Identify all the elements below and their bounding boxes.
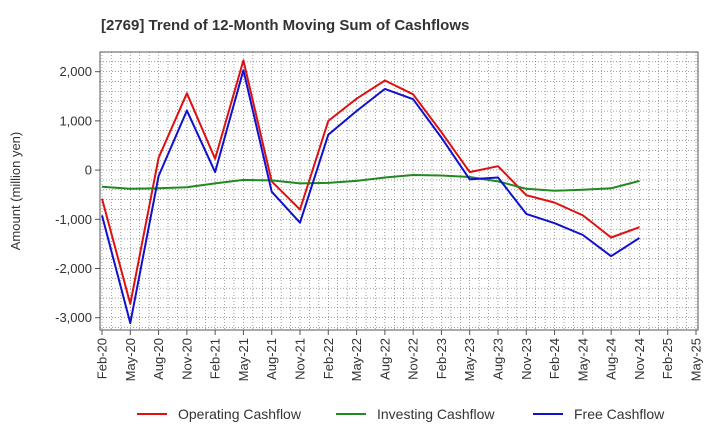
x-tick-label: May-24 [575,338,590,381]
x-tick-label: Feb-24 [547,338,562,379]
series-line-free-cashflow [101,69,640,325]
x-tick-label: Nov-22 [406,338,421,380]
legend-label: Free Cashflow [574,406,665,422]
y-axis-ticks: 2,000 1,000 0 -1,000 -2,000 -3,000 [55,64,100,325]
x-tick-label: Aug-23 [491,338,506,380]
x-tick-label: Feb-23 [434,338,449,379]
legend: Operating Cashflow Investing Cashflow Free… [137,406,665,422]
x-tick-label: Aug-21 [264,338,279,380]
x-tick-label: Aug-20 [151,338,166,380]
x-tick-label: Nov-20 [179,338,194,380]
y-tick-label: -2,000 [55,261,92,276]
legend-label: Investing Cashflow [377,406,495,422]
y-tick-label: -1,000 [55,212,92,227]
x-tick-label: Aug-24 [604,338,619,380]
x-tick-label: Nov-23 [519,338,534,380]
x-tick-label: Nov-21 [293,338,308,380]
y-tick-label: 1,000 [59,113,92,128]
plot-area [99,51,699,331]
legend-label: Operating Cashflow [178,406,302,422]
x-tick-label: Feb-22 [321,338,336,379]
x-tick-label: May-20 [123,338,138,381]
x-tick-label: May-25 [689,338,704,381]
series-lines [101,59,640,325]
x-tick-label: Nov-24 [632,338,647,380]
x-tick-label: May-23 [462,338,477,381]
x-tick-label: Aug-22 [377,338,392,380]
x-axis-ticks: Feb-20 May-20 Aug-20 Nov-20 Feb-21 May-21 Aug-… [95,330,704,381]
x-tick-label: Feb-21 [208,338,223,379]
y-tick-label: -3,000 [55,310,92,325]
x-tick-label: Feb-20 [95,338,110,379]
series-line-operating-cashflow [101,59,640,305]
x-tick-label: May-21 [236,338,251,381]
y-axis-label: Amount (million yen) [8,132,23,251]
series-line-investing-cashflow [101,174,640,192]
chart-title: [2769] Trend of 12-Month Moving Sum of C… [101,17,469,34]
y-tick-label: 0 [85,163,92,178]
x-tick-label: May-22 [349,338,364,381]
y-tick-label: 2,000 [59,64,92,79]
x-tick-label: Feb-25 [660,338,675,379]
